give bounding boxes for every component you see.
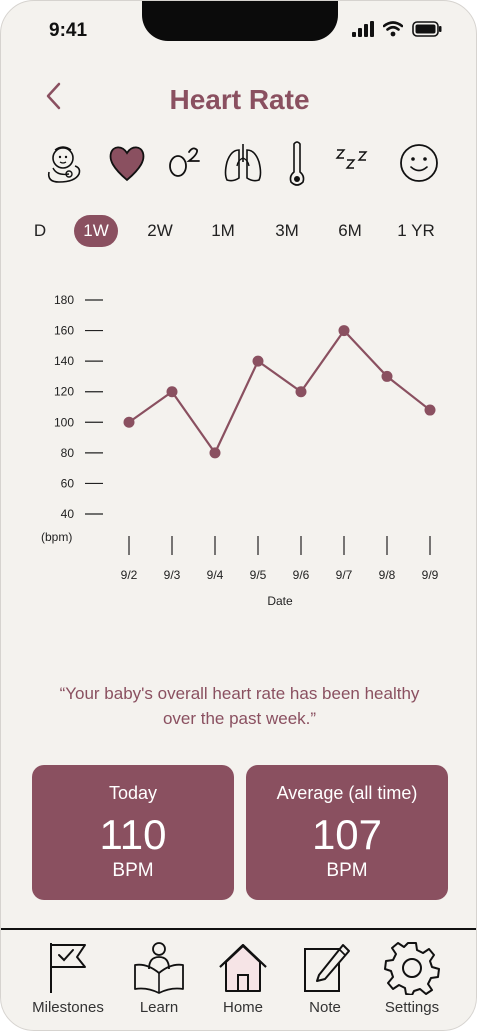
y-tick-label: 120 xyxy=(54,385,74,399)
x-tick-label: 9/6 xyxy=(293,568,310,582)
y-tick-label: 140 xyxy=(54,354,74,368)
y-tick-label: 160 xyxy=(54,324,74,338)
gear-icon xyxy=(384,942,440,995)
signal-icon xyxy=(352,21,374,37)
wifi-icon xyxy=(383,21,403,37)
y-tick-label: 100 xyxy=(54,415,74,429)
data-point xyxy=(381,370,393,382)
x-axis-label: Date xyxy=(267,594,293,608)
tab-milestones[interactable]: Milestones xyxy=(23,939,113,1023)
sleep-icon[interactable] xyxy=(333,136,373,190)
today-label: Today xyxy=(108,783,158,803)
heart-rate-chart: 40 60 80 100 120 140 160 180 (bpm) 9/2 9/3 9/4 9/5 9/… xyxy=(1,281,476,621)
mood-icon[interactable] xyxy=(397,136,441,190)
tab-label-learn: Learn xyxy=(139,999,179,1016)
y-axis-label: (bpm) xyxy=(41,530,72,544)
today-unit: BPM xyxy=(112,860,154,881)
x-tick-label: 9/4 xyxy=(207,568,224,582)
status-time: 9:41 xyxy=(49,20,88,41)
tab-label-home: Home xyxy=(222,999,263,1016)
reading-icon xyxy=(134,942,184,994)
y-tick-label: 180 xyxy=(54,293,74,307)
data-point xyxy=(295,386,307,398)
range-tab-2w[interactable]: 2W xyxy=(147,221,173,240)
tab-learn[interactable]: Learn xyxy=(114,939,204,1023)
chevron-left-icon xyxy=(46,82,61,110)
baby-icon[interactable] xyxy=(41,136,89,190)
y-tick-label: 80 xyxy=(61,446,75,460)
tab-settings[interactable]: Settings xyxy=(367,939,457,1023)
tab-label-note: Note xyxy=(309,999,341,1016)
data-point xyxy=(338,325,350,337)
today-card: Today 110 BPM xyxy=(32,765,234,900)
back-button[interactable] xyxy=(41,79,71,113)
range-tab-d[interactable]: D xyxy=(33,221,47,240)
data-point xyxy=(252,355,264,367)
lungs-icon[interactable] xyxy=(221,136,265,190)
page-title: Heart Rate xyxy=(169,84,310,115)
thermometer-icon[interactable] xyxy=(285,136,309,190)
x-tick-label: 9/2 xyxy=(121,568,138,582)
average-card: Average (all time) 107 BPM xyxy=(246,765,448,900)
tab-note[interactable]: Note xyxy=(280,939,370,1023)
tab-home[interactable]: Home xyxy=(198,939,288,1023)
data-point xyxy=(166,386,178,398)
y-tick-label: 60 xyxy=(61,476,75,490)
battery-icon xyxy=(412,21,442,37)
x-tick-label: 9/5 xyxy=(250,568,267,582)
notch xyxy=(142,1,338,41)
tab-label-milestones: Milestones xyxy=(32,999,104,1016)
average-label: Average (all time) xyxy=(276,783,418,803)
range-tab-6m[interactable]: 6M xyxy=(338,221,362,240)
tabbar-divider xyxy=(1,928,476,930)
status-icons xyxy=(352,21,442,37)
heart-icon[interactable] xyxy=(107,136,147,190)
data-point xyxy=(209,447,221,459)
x-tick-label: 9/3 xyxy=(164,568,181,582)
time-range-selector: D 1W 2W 1M 3M 6M 1 YR xyxy=(1,215,476,247)
average-value: 107 xyxy=(311,811,383,858)
oxygen-icon[interactable] xyxy=(165,136,205,190)
tab-label-settings: Settings xyxy=(384,999,440,1016)
note-icon xyxy=(304,944,350,992)
range-tab-1w[interactable]: 1W xyxy=(74,215,118,247)
range-tab-1yr[interactable]: 1 YR xyxy=(397,221,435,240)
average-unit: BPM xyxy=(326,860,368,881)
metric-selector xyxy=(41,136,441,190)
summary-quote: “Your baby's overall heart rate has been… xyxy=(59,684,420,728)
x-tick-label: 9/7 xyxy=(336,568,353,582)
x-tick-label: 9/8 xyxy=(379,568,396,582)
range-tab-1m[interactable]: 1M xyxy=(211,221,235,240)
range-tab-3m[interactable]: 3M xyxy=(275,221,299,240)
data-point xyxy=(424,404,436,416)
today-value: 110 xyxy=(99,811,167,858)
x-tick-label: 9/9 xyxy=(422,568,439,582)
series-line xyxy=(128,329,431,454)
y-tick-label: 40 xyxy=(61,507,75,521)
home-icon xyxy=(219,944,267,992)
data-point xyxy=(123,416,135,428)
flag-icon xyxy=(50,943,86,993)
chart-svg: 40 60 80 100 120 140 160 180 (bpm) 9/2 9/3 9/4 9/5 9/… xyxy=(41,293,439,608)
